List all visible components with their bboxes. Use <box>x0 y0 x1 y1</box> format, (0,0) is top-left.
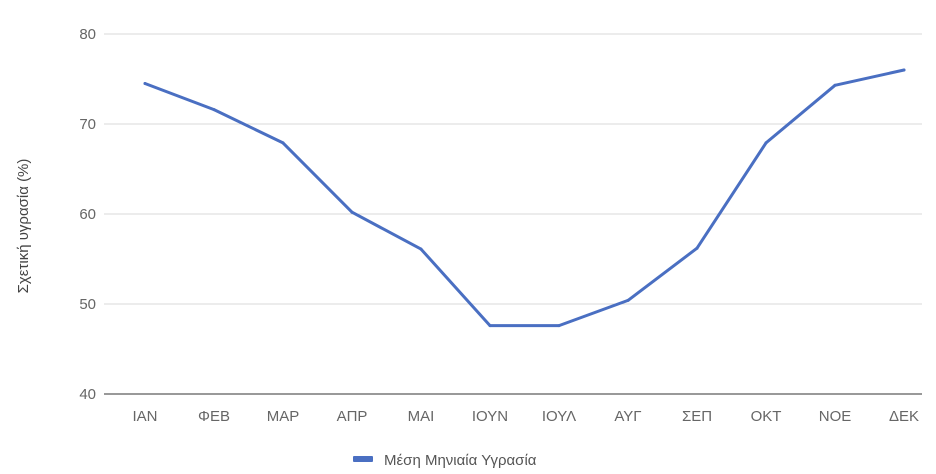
x-tick-label-3: ΜΑΡ <box>267 408 300 425</box>
x-tick-label-9: ΣΕΠ <box>682 408 712 425</box>
data-point-3 <box>281 141 285 145</box>
data-point-7 <box>557 324 561 328</box>
y-axis-title: Σχετική υγρασία (%) <box>15 159 32 294</box>
y-tick-label-40: 40 <box>79 386 96 403</box>
x-tick-label-7: ΙΟΥΛ <box>542 408 576 425</box>
data-point-4 <box>350 210 354 214</box>
data-point-1 <box>143 82 147 85</box>
x-tick-label-11: ΝΟΕ <box>819 408 852 425</box>
data-point-2 <box>212 108 216 112</box>
legend: Μέση Μηνιαία Υγρασία <box>353 452 537 469</box>
gridlines <box>104 33 922 395</box>
y-tick-label-50: 50 <box>79 296 96 313</box>
y-tick-label-70: 70 <box>79 116 96 133</box>
legend-label: Μέση Μηνιαία Υγρασία <box>384 452 537 469</box>
x-tick-label-8: ΑΥΓ <box>614 408 641 425</box>
data-point-5 <box>419 247 423 251</box>
data-point-10 <box>764 141 768 145</box>
x-axis-ticks: ΙΑΝ ΦΕΒ ΜΑΡ ΑΠΡ ΜΑΙ ΙΟΥΝ ΙΟΥΛ ΑΥΓ ΣΕΠ ΟΚΤ ΝΟΕ ΔΕΚ <box>132 408 919 425</box>
x-tick-label-10: ΟΚΤ <box>751 408 782 425</box>
legend-swatch <box>353 456 373 462</box>
y-tick-label-60: 60 <box>79 206 96 223</box>
y-tick-label-80: 80 <box>79 26 96 43</box>
x-tick-label-12: ΔΕΚ <box>889 408 919 425</box>
x-tick-label-5: ΜΑΙ <box>408 408 435 425</box>
data-series <box>143 68 906 328</box>
series-line-1 <box>143 68 906 328</box>
y-axis-ticks: 40 50 60 70 80 <box>79 26 96 403</box>
x-tick-label-1: ΙΑΝ <box>132 408 157 425</box>
data-point-8 <box>626 298 630 302</box>
data-point-12 <box>902 68 906 72</box>
data-point-11 <box>833 83 837 87</box>
data-point-9 <box>695 246 699 250</box>
x-tick-label-2: ΦΕΒ <box>198 408 230 425</box>
data-point-6 <box>488 324 492 328</box>
x-tick-label-4: ΑΠΡ <box>337 408 368 425</box>
x-tick-label-6: ΙΟΥΝ <box>472 408 508 425</box>
